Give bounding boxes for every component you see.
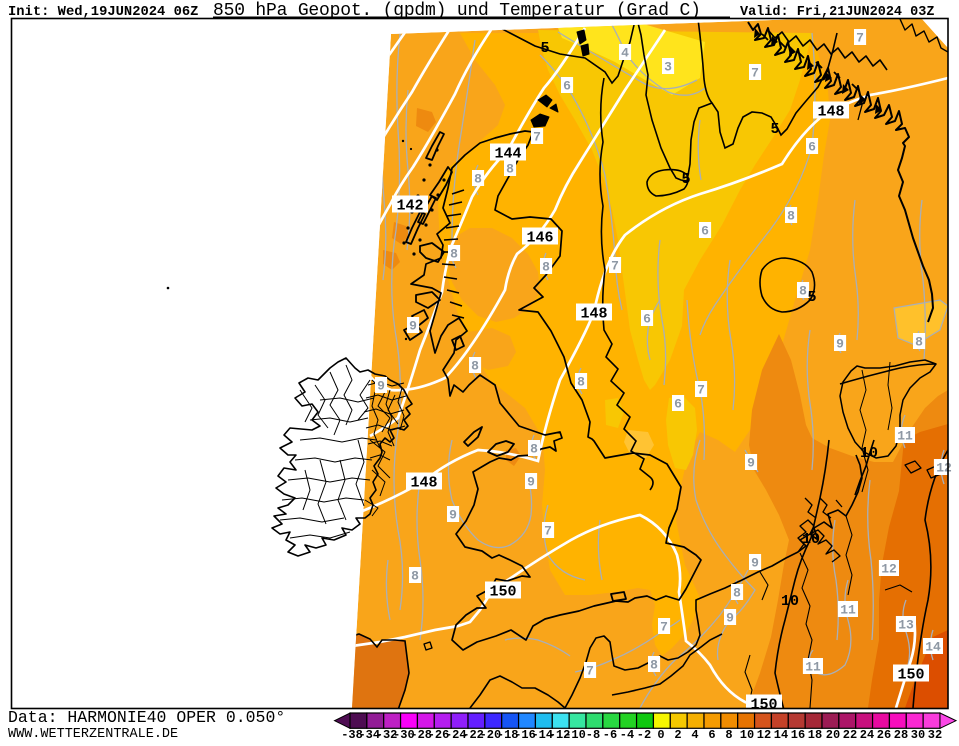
- svg-text:5: 5: [807, 289, 816, 306]
- svg-text:7: 7: [856, 31, 864, 46]
- svg-text:9: 9: [726, 611, 734, 626]
- svg-text:-10: -10: [564, 728, 586, 741]
- svg-text:150: 150: [489, 583, 516, 600]
- svg-text:850 hPa Geopot. (gpdm) und Tem: 850 hPa Geopot. (gpdm) und Temperatur (G…: [213, 1, 701, 21]
- svg-text:26: 26: [877, 728, 891, 741]
- svg-text:9: 9: [836, 337, 844, 352]
- svg-text:8: 8: [411, 569, 419, 584]
- svg-text:7: 7: [751, 66, 759, 81]
- svg-text:8: 8: [506, 162, 514, 177]
- svg-text:-2: -2: [637, 728, 651, 741]
- svg-text:5: 5: [770, 121, 779, 138]
- svg-text:9: 9: [527, 475, 535, 490]
- svg-text:146: 146: [526, 229, 553, 246]
- svg-text:-14: -14: [531, 728, 553, 741]
- svg-text:30: 30: [911, 728, 925, 741]
- svg-text:6: 6: [674, 397, 682, 412]
- svg-text:32: 32: [928, 728, 942, 741]
- svg-text:8: 8: [787, 209, 795, 224]
- svg-text:12: 12: [881, 562, 897, 577]
- svg-text:6: 6: [708, 728, 715, 741]
- svg-text:7: 7: [533, 130, 541, 145]
- svg-text:-32: -32: [376, 728, 398, 741]
- svg-text:Data: HARMONIE40 OPER 0.050°: Data: HARMONIE40 OPER 0.050°: [8, 708, 285, 727]
- svg-text:9: 9: [377, 379, 385, 394]
- svg-text:6: 6: [808, 140, 816, 155]
- svg-text:9: 9: [449, 508, 457, 523]
- svg-text:-4: -4: [620, 728, 634, 741]
- svg-text:18: 18: [808, 728, 822, 741]
- svg-text:8: 8: [725, 728, 732, 741]
- svg-text:8: 8: [542, 260, 550, 275]
- svg-text:7: 7: [697, 383, 705, 398]
- svg-text:144: 144: [494, 145, 521, 162]
- svg-text:-8: -8: [586, 728, 600, 741]
- svg-text:148: 148: [580, 305, 607, 322]
- svg-text:-22: -22: [462, 728, 484, 741]
- svg-text:-24: -24: [445, 728, 467, 741]
- svg-text:6: 6: [643, 312, 651, 327]
- svg-text:8: 8: [471, 359, 479, 374]
- svg-text:Valid: Fri,21JUN2024 03Z: Valid: Fri,21JUN2024 03Z: [740, 5, 934, 20]
- svg-text:4: 4: [621, 46, 629, 61]
- svg-text:11: 11: [840, 603, 856, 618]
- svg-text:8: 8: [450, 247, 458, 262]
- svg-text:-12: -12: [549, 728, 571, 741]
- svg-text:142: 142: [396, 197, 423, 214]
- svg-text:9: 9: [409, 319, 417, 334]
- svg-text:10: 10: [781, 593, 799, 610]
- svg-text:-38: -38: [341, 728, 363, 741]
- svg-text:12: 12: [936, 461, 952, 476]
- svg-text:8: 8: [530, 442, 538, 457]
- svg-text:Init: Wed,19JUN2024 06Z: Init: Wed,19JUN2024 06Z: [8, 4, 198, 20]
- svg-text:8: 8: [577, 375, 585, 390]
- svg-text:13: 13: [898, 618, 914, 633]
- svg-text:2: 2: [674, 728, 681, 741]
- svg-text:8: 8: [733, 586, 741, 601]
- svg-text:-28: -28: [410, 728, 432, 741]
- svg-text:14: 14: [925, 640, 941, 655]
- svg-text:8: 8: [799, 284, 807, 299]
- svg-text:-20: -20: [480, 728, 502, 741]
- svg-text:WWW.WETTERZENTRALE.DE: WWW.WETTERZENTRALE.DE: [8, 727, 178, 741]
- svg-text:-16: -16: [514, 728, 536, 741]
- svg-text:10: 10: [802, 531, 820, 548]
- svg-text:3: 3: [664, 60, 672, 75]
- svg-text:9: 9: [747, 456, 755, 471]
- svg-text:6: 6: [563, 79, 571, 94]
- svg-text:10: 10: [740, 728, 754, 741]
- svg-text:16: 16: [791, 728, 805, 741]
- svg-text:-34: -34: [358, 728, 380, 741]
- svg-text:8: 8: [915, 335, 923, 350]
- svg-text:6: 6: [701, 224, 709, 239]
- svg-text:5: 5: [540, 40, 549, 57]
- svg-text:5: 5: [681, 171, 690, 188]
- svg-text:14: 14: [774, 728, 788, 741]
- svg-text:-6: -6: [603, 728, 617, 741]
- svg-text:7: 7: [586, 664, 594, 679]
- svg-text:28: 28: [894, 728, 908, 741]
- svg-text:7: 7: [611, 259, 619, 274]
- svg-text:22: 22: [843, 728, 857, 741]
- svg-text:24: 24: [860, 728, 874, 741]
- svg-text:8: 8: [474, 172, 482, 187]
- svg-text:150: 150: [897, 666, 924, 683]
- svg-text:20: 20: [826, 728, 840, 741]
- svg-text:7: 7: [544, 524, 552, 539]
- svg-text:-26: -26: [428, 728, 450, 741]
- svg-text:-30: -30: [393, 728, 415, 741]
- svg-text:-18: -18: [497, 728, 519, 741]
- svg-text:10: 10: [860, 445, 878, 462]
- svg-text:148: 148: [410, 474, 437, 491]
- svg-text:12: 12: [757, 728, 771, 741]
- svg-text:11: 11: [805, 660, 821, 675]
- svg-text:148: 148: [817, 103, 844, 120]
- svg-text:4: 4: [691, 728, 698, 741]
- svg-text:150: 150: [750, 696, 777, 713]
- svg-text:0: 0: [657, 728, 664, 741]
- svg-text:9: 9: [751, 556, 759, 571]
- svg-text:11: 11: [897, 429, 913, 444]
- svg-text:8: 8: [650, 658, 658, 673]
- svg-text:7: 7: [660, 620, 668, 635]
